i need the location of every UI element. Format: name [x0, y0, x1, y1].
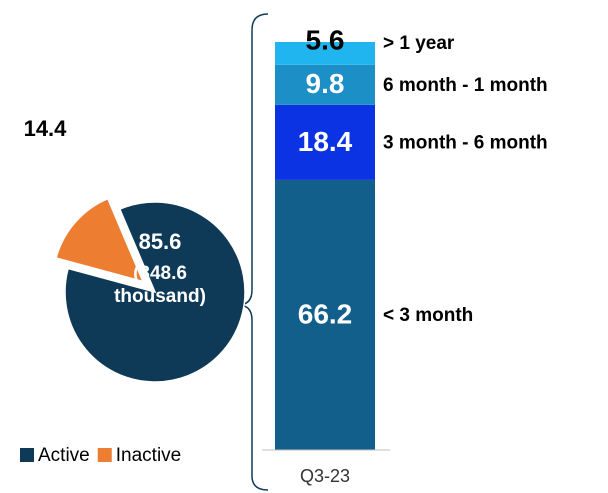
data-label: 66.2 [298, 298, 353, 329]
bar-segment [275, 104, 375, 180]
bar-segment [275, 42, 375, 65]
legend-label: Active [38, 445, 90, 466]
bar-segment [275, 179, 375, 451]
data-label: 5.6 [306, 24, 345, 55]
annotation-box: (348.6 thousand) [114, 263, 206, 307]
data-label: 14.4 [24, 116, 68, 141]
series-label: 3 month - 6 month [383, 132, 548, 153]
pie-slice [64, 201, 246, 383]
legend-label: Inactive [116, 445, 181, 466]
data-label: 85.6 [139, 229, 182, 254]
annotation: (348.6 thousand) [114, 263, 206, 307]
series-label: 6 month - 1 month [383, 75, 548, 96]
pie-slice [55, 197, 145, 283]
data-label: 9.8 [306, 68, 345, 99]
series-label: > 1 year [383, 33, 455, 54]
legend-swatch [97, 448, 112, 462]
data-label: 18.4 [298, 126, 353, 157]
x-tick-label: Q3-23 [300, 466, 350, 486]
brace [237, 13, 269, 491]
legend-swatch [20, 448, 34, 462]
bar-segment [275, 64, 375, 105]
series-label: < 3 month [383, 305, 473, 326]
